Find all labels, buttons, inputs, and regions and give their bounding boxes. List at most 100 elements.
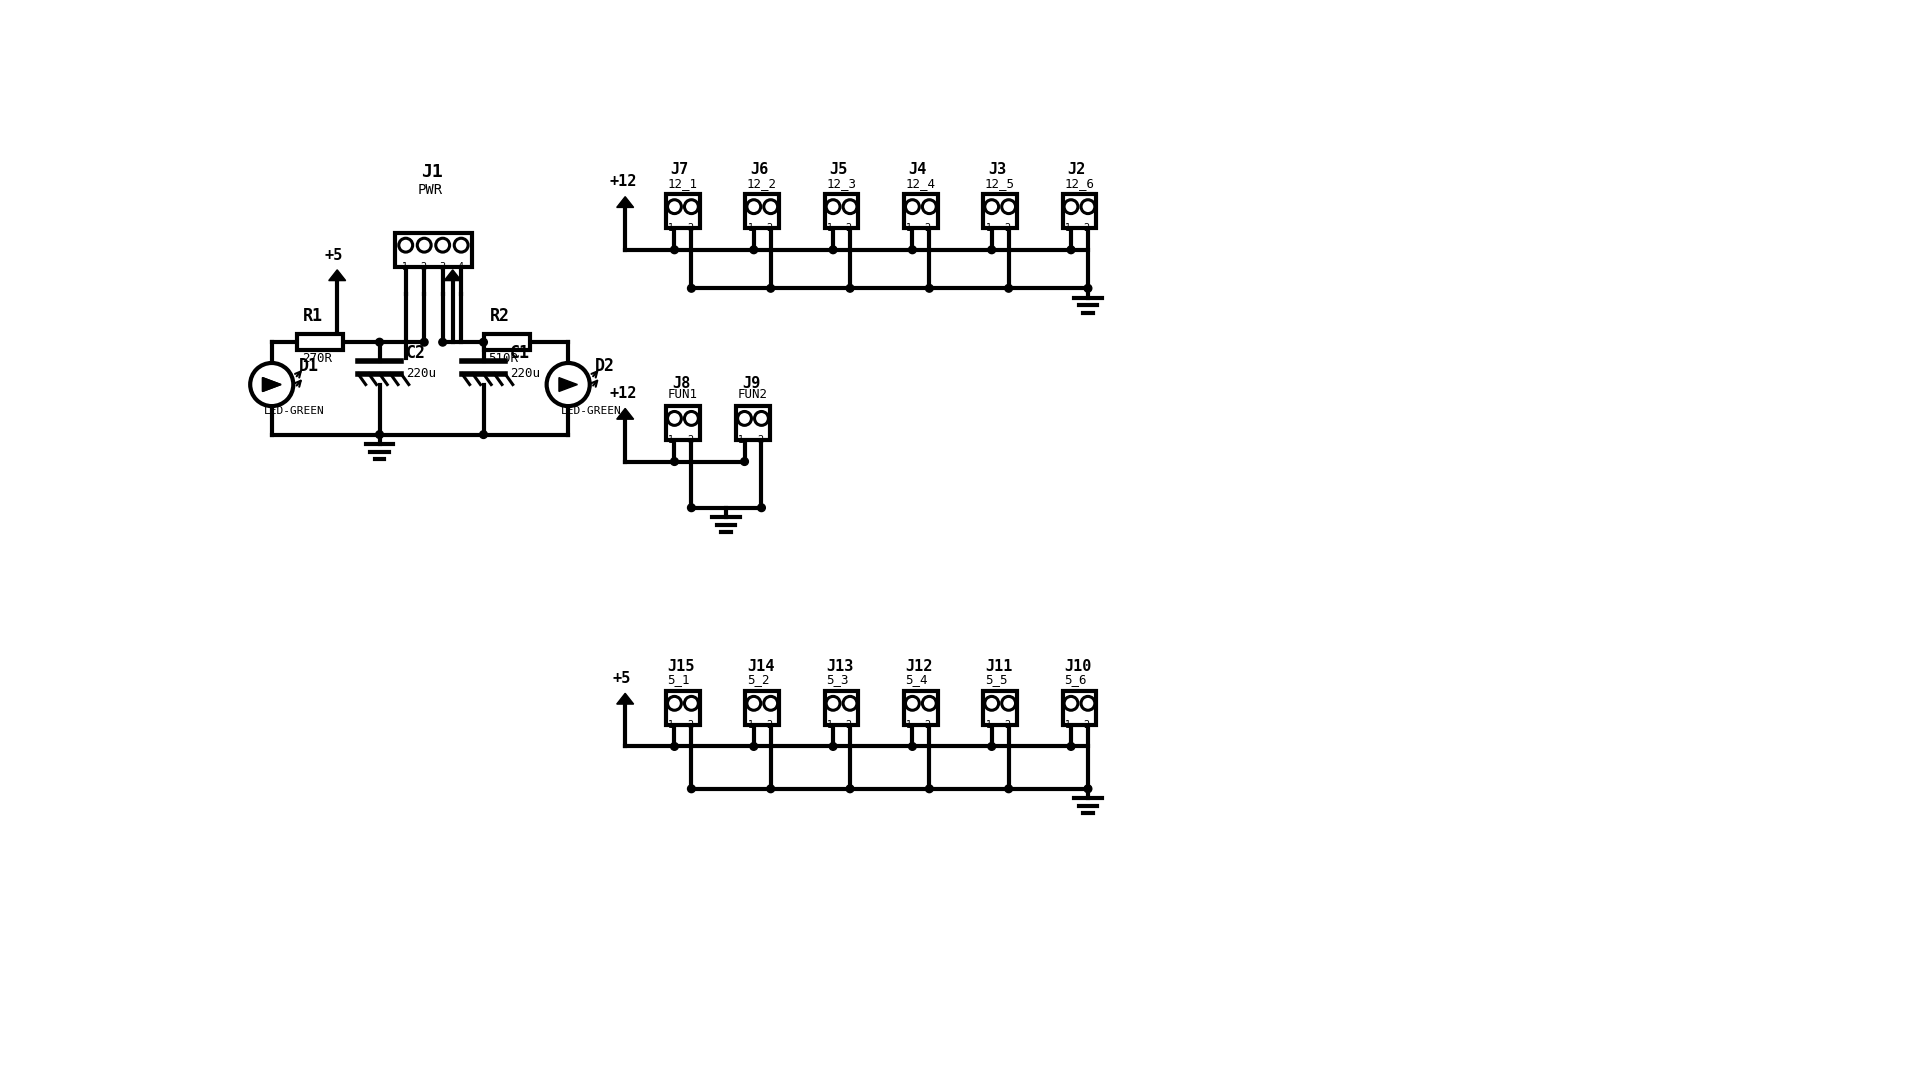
Circle shape (376, 430, 384, 438)
Bar (983, 195, 1018, 228)
Circle shape (687, 785, 695, 792)
Circle shape (906, 200, 920, 214)
Text: PWR: PWR (419, 183, 444, 197)
Polygon shape (444, 270, 461, 280)
Text: D2: D2 (595, 357, 614, 375)
Bar (745, 691, 780, 725)
Text: 510R: 510R (488, 352, 518, 365)
Text: R2: R2 (490, 307, 509, 325)
Circle shape (1085, 785, 1092, 792)
Text: C2: C2 (405, 345, 426, 362)
Text: 5_6: 5_6 (1064, 673, 1087, 686)
Text: 12_3: 12_3 (826, 177, 856, 189)
Text: 1: 1 (828, 720, 833, 730)
Text: LED-GREEN: LED-GREEN (561, 405, 622, 416)
Text: 1: 1 (747, 223, 755, 234)
Text: 12_5: 12_5 (985, 177, 1016, 189)
Text: 1: 1 (668, 720, 674, 730)
Bar (824, 691, 858, 725)
Text: 2: 2 (1083, 720, 1089, 730)
Circle shape (985, 200, 998, 214)
Circle shape (668, 412, 682, 425)
Text: FUN1: FUN1 (668, 388, 697, 401)
Bar (1062, 691, 1096, 725)
Text: 2: 2 (845, 720, 852, 730)
Text: J10: J10 (1064, 659, 1091, 674)
Circle shape (922, 200, 937, 214)
Text: 2: 2 (925, 223, 931, 234)
Circle shape (1004, 785, 1012, 792)
Text: J9: J9 (743, 376, 760, 390)
Circle shape (908, 742, 916, 750)
Text: 1: 1 (401, 262, 409, 272)
Text: 220u: 220u (509, 366, 540, 379)
Circle shape (989, 246, 996, 253)
Text: 2: 2 (766, 720, 772, 730)
Circle shape (1064, 200, 1077, 214)
Text: J15: J15 (668, 659, 695, 674)
Bar (1062, 195, 1096, 228)
Bar (396, 233, 472, 266)
Text: +12: +12 (611, 174, 637, 189)
Text: 1: 1 (906, 223, 912, 234)
Text: 2: 2 (845, 223, 852, 234)
Text: 1: 1 (985, 720, 991, 730)
Bar (745, 195, 780, 228)
Circle shape (670, 742, 678, 750)
Circle shape (1002, 200, 1016, 214)
Circle shape (764, 200, 778, 214)
Circle shape (480, 338, 488, 346)
Text: 12_2: 12_2 (747, 177, 778, 189)
Polygon shape (328, 270, 346, 280)
Text: J4: J4 (908, 162, 927, 177)
Text: 4: 4 (457, 262, 463, 272)
Text: 1: 1 (739, 435, 745, 445)
Text: +12: +12 (440, 248, 467, 263)
Circle shape (1068, 742, 1075, 750)
Text: J5: J5 (829, 162, 847, 177)
Circle shape (420, 338, 428, 346)
Circle shape (684, 412, 699, 425)
Text: 2: 2 (1083, 223, 1089, 234)
Text: 3: 3 (440, 262, 445, 272)
Text: 5_3: 5_3 (826, 673, 849, 686)
Bar (298, 335, 344, 350)
Circle shape (906, 697, 920, 710)
Circle shape (908, 246, 916, 253)
Circle shape (925, 285, 933, 292)
Circle shape (376, 338, 384, 346)
Text: 12_4: 12_4 (906, 177, 935, 189)
Text: LED-GREEN: LED-GREEN (265, 405, 324, 416)
Text: 5_5: 5_5 (985, 673, 1008, 686)
Text: 5_2: 5_2 (747, 673, 770, 686)
Circle shape (843, 697, 856, 710)
Circle shape (922, 697, 937, 710)
Circle shape (440, 338, 447, 346)
Circle shape (687, 504, 695, 512)
Circle shape (925, 785, 933, 792)
Circle shape (847, 785, 854, 792)
Circle shape (684, 200, 699, 214)
Circle shape (741, 458, 749, 465)
Circle shape (1002, 697, 1016, 710)
Text: 2: 2 (687, 435, 693, 445)
Text: 1: 1 (668, 223, 674, 234)
Text: 1: 1 (828, 223, 833, 234)
Text: J8: J8 (672, 376, 691, 390)
Circle shape (985, 697, 998, 710)
Text: 220u: 220u (405, 366, 436, 379)
Text: 12_6: 12_6 (1064, 177, 1094, 189)
Text: J12: J12 (906, 659, 933, 674)
Circle shape (1068, 246, 1075, 253)
Text: J14: J14 (747, 659, 774, 674)
Text: 1: 1 (747, 720, 755, 730)
Text: 2: 2 (1004, 720, 1010, 730)
Text: 1: 1 (1066, 223, 1071, 234)
Text: 2: 2 (687, 720, 693, 730)
Text: 1: 1 (985, 223, 991, 234)
Text: +12: +12 (611, 386, 637, 401)
Circle shape (687, 285, 695, 292)
Polygon shape (263, 377, 280, 391)
Bar (666, 407, 701, 440)
Circle shape (417, 238, 432, 252)
